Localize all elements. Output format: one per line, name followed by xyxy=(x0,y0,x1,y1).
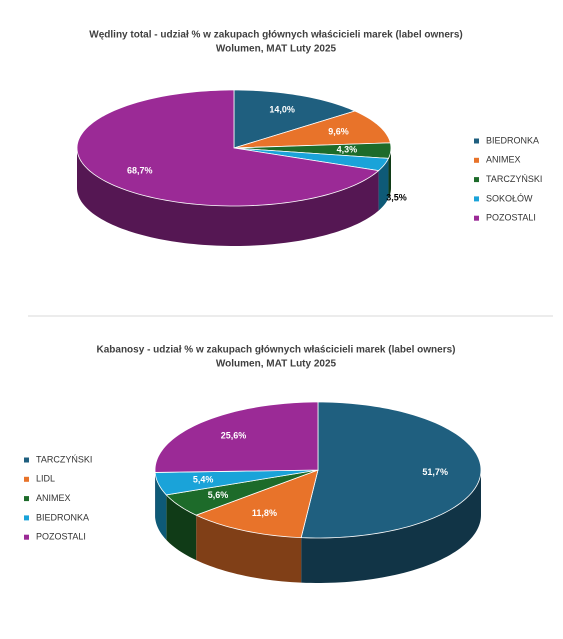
legend-marker xyxy=(24,496,29,502)
legend-label: LIDL xyxy=(36,474,55,484)
chart-subtitle: Wolumen, MAT Luty 2025 xyxy=(216,44,337,55)
legend-marker xyxy=(24,457,29,463)
pie-slice xyxy=(76,89,380,207)
legend-marker xyxy=(474,196,479,202)
pie-side xyxy=(301,470,481,583)
pie-slice xyxy=(233,89,357,149)
pie-slice xyxy=(154,469,319,496)
pie-side xyxy=(77,148,379,246)
legend-label: TARCZYŃSKI xyxy=(486,174,542,184)
legend-label: ANIMEX xyxy=(36,493,71,503)
chart-title: Kabanosy - udział % w zakupach głównych … xyxy=(97,345,456,356)
data-label: 9,6% xyxy=(328,126,349,136)
data-label: 14,0% xyxy=(269,105,295,115)
data-label: 68,7% xyxy=(127,165,153,175)
pie-side xyxy=(155,472,167,540)
legend-label: TARCZYŃSKI xyxy=(36,454,92,464)
legend-marker xyxy=(474,157,479,163)
pie-slice xyxy=(300,401,482,539)
data-label: 11,8% xyxy=(252,508,277,518)
data-label: 5,6% xyxy=(208,490,229,500)
pie-side xyxy=(166,494,197,561)
data-label: 5,4% xyxy=(193,474,214,484)
legend-marker xyxy=(474,138,479,144)
pie-side xyxy=(196,515,302,583)
chart-subtitle: Wolumen, MAT Luty 2025 xyxy=(216,359,337,370)
pie-slice xyxy=(195,469,319,539)
legend-marker xyxy=(24,515,29,521)
pie-slice xyxy=(154,401,319,473)
legend-label: BIEDRONKA xyxy=(486,135,539,145)
pie-slice xyxy=(165,469,319,516)
legend-marker xyxy=(24,534,29,540)
pie-side xyxy=(388,148,391,199)
data-label: 4,3% xyxy=(337,144,358,154)
legend-label: SOKOŁÓW xyxy=(486,193,533,203)
legend-marker xyxy=(474,215,479,221)
legend-label: BIEDRONKA xyxy=(36,512,89,522)
legend-label: POZOSTALI xyxy=(36,532,86,542)
legend-marker xyxy=(474,177,479,183)
legend-marker xyxy=(24,476,29,482)
legend-label: POZOSTALI xyxy=(486,213,536,223)
legend-label: ANIMEX xyxy=(486,155,521,165)
pie-side xyxy=(378,158,389,211)
chart-title: Wędliny total - udział % w zakupach głów… xyxy=(89,30,462,41)
pie-slice xyxy=(233,110,391,149)
pie-slice xyxy=(233,142,392,159)
data-label: 51,7% xyxy=(422,467,448,477)
data-label: 3,5% xyxy=(386,192,407,202)
data-label: 25,6% xyxy=(221,430,247,440)
